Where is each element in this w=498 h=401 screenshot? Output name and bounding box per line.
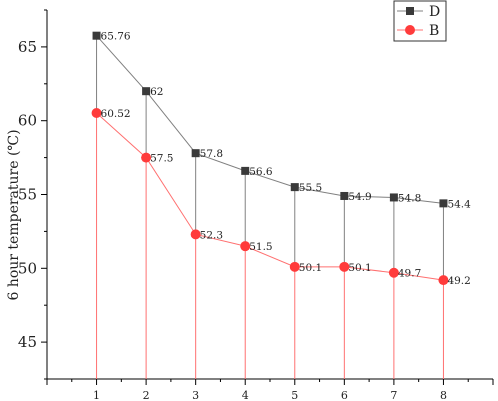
x-tick-label: 4 bbox=[242, 389, 249, 401]
data-point-b bbox=[141, 152, 152, 163]
x-tick-label: 5 bbox=[291, 389, 298, 401]
data-point-d bbox=[241, 166, 250, 175]
data-point-d bbox=[92, 31, 101, 40]
data-label-b: 51.5 bbox=[249, 241, 272, 253]
y-axis-title: 6 hour temperature (℃) bbox=[6, 129, 22, 300]
legend-label-b: B bbox=[429, 23, 439, 39]
x-axis-ticks: 1 2 3 4 5 6 7 8 bbox=[46, 379, 494, 401]
data-label-b: 50.1 bbox=[299, 262, 322, 274]
data-label-d: 65.76 bbox=[101, 31, 131, 43]
y-tick-label: 50 bbox=[18, 259, 37, 277]
data-point-b bbox=[289, 261, 300, 272]
legend-marker-b bbox=[405, 25, 415, 35]
x-tick-label: 8 bbox=[440, 389, 447, 401]
data-point-b bbox=[438, 275, 449, 286]
data-point-d bbox=[290, 183, 299, 192]
data-label-d: 55.5 bbox=[299, 182, 322, 194]
data-point-d bbox=[340, 191, 349, 200]
series-layer: 65.76 62 57.8 56.6 55.5 54.9 54.8 54.4 60.52 57.5… bbox=[91, 31, 471, 287]
y-axis-ticks: 45 50 55 60 65 bbox=[18, 9, 47, 380]
legend-box bbox=[393, 0, 447, 42]
legend-label-d: D bbox=[429, 4, 440, 20]
x-tick-label: 2 bbox=[143, 389, 150, 401]
data-point-b bbox=[240, 241, 251, 252]
data-point-b bbox=[388, 267, 399, 278]
series-line-b bbox=[96, 112, 444, 281]
data-label-d: 57.8 bbox=[200, 148, 223, 160]
x-tick-label: 6 bbox=[341, 389, 348, 401]
y-tick-label: 65 bbox=[18, 38, 37, 56]
data-label-d: 56.6 bbox=[249, 166, 273, 178]
data-label-b: 52.3 bbox=[200, 229, 223, 241]
x-tick-label: 3 bbox=[192, 389, 199, 401]
data-point-d bbox=[191, 149, 200, 158]
data-point-d bbox=[439, 199, 448, 208]
data-label-b: 50.1 bbox=[348, 262, 371, 274]
x-tick-label: 7 bbox=[390, 389, 397, 401]
data-point-b bbox=[190, 229, 201, 240]
data-point-d bbox=[389, 193, 398, 202]
x-tick-label: 1 bbox=[93, 389, 100, 401]
legend-marker-d bbox=[406, 7, 414, 15]
drop-lines bbox=[96, 35, 444, 379]
axes bbox=[46, 10, 493, 380]
data-label-b: 57.5 bbox=[150, 153, 173, 165]
data-label-b: 49.2 bbox=[447, 275, 470, 287]
y-tick-label: 45 bbox=[18, 333, 37, 351]
y-tick-label: 60 bbox=[18, 112, 37, 130]
data-point-d bbox=[142, 87, 151, 96]
data-label-d: 54.8 bbox=[398, 192, 421, 204]
series-line-d bbox=[96, 35, 444, 204]
y-tick-label: 55 bbox=[18, 186, 37, 204]
data-label-d: 54.9 bbox=[348, 191, 371, 203]
data-label-b: 49.7 bbox=[398, 268, 421, 280]
data-point-b bbox=[339, 261, 350, 272]
data-label-b: 60.52 bbox=[101, 108, 131, 120]
data-point-b bbox=[91, 108, 102, 119]
data-label-d: 54.4 bbox=[447, 198, 471, 210]
data-label-d: 62 bbox=[150, 86, 163, 98]
legend: DB bbox=[393, 0, 447, 42]
